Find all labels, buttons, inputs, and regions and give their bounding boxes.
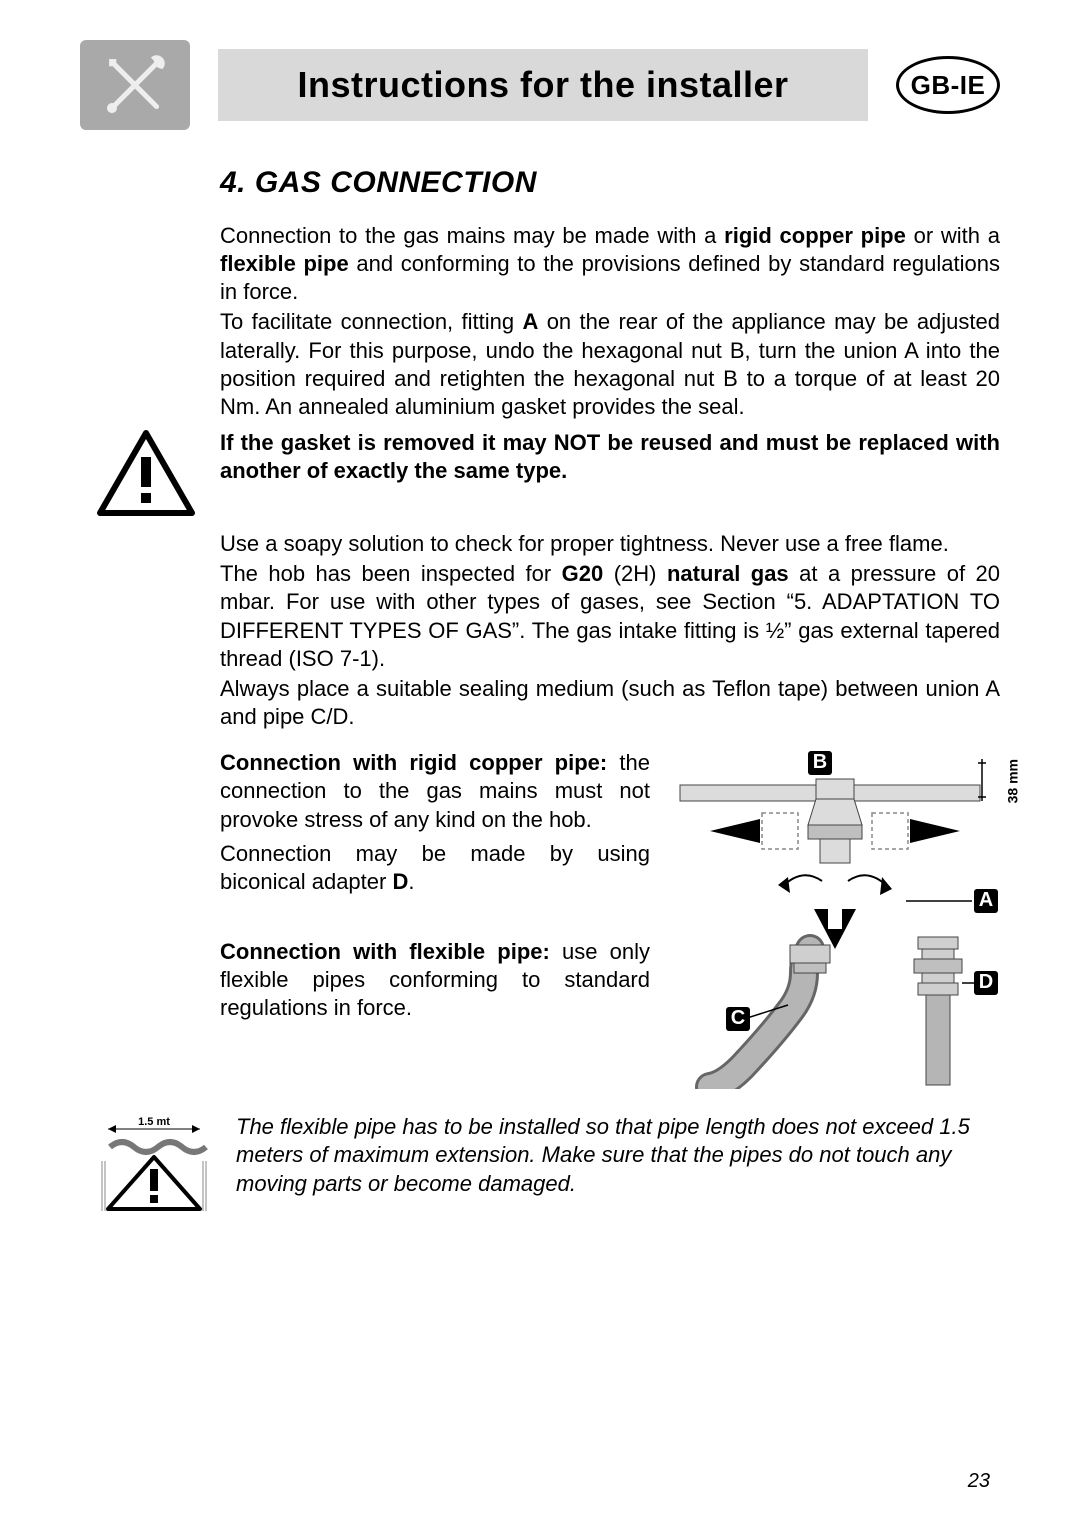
- diagram-label-b: B: [808, 751, 832, 775]
- region-badge-text: GB-IE: [911, 70, 986, 101]
- diagram-dimension: 38 mm: [1004, 759, 1022, 803]
- flexible-connection-para: Connection with flexible pipe: use only …: [220, 938, 650, 1022]
- paragraph-1: Connection to the gas mains may be made …: [220, 222, 1000, 306]
- diagram-footer-label: 1.5 mt: [138, 1116, 170, 1128]
- footer-warning-text: The flexible pipe has to be installed so…: [236, 1113, 1000, 1197]
- paragraph-5: Always place a suitable sealing medium (…: [220, 675, 1000, 731]
- page-number: 23: [968, 1470, 990, 1493]
- warning-icon: [96, 429, 196, 524]
- paragraph-3: Use a soapy solution to check for proper…: [220, 530, 1000, 558]
- paragraph-4: The hob has been inspected for G20 (2H) …: [220, 560, 1000, 673]
- rigid-connection-para: Connection with rigid copper pipe: the c…: [220, 749, 650, 833]
- header-title-bar: Instructions for the installer: [218, 49, 868, 121]
- header-title: Instructions for the installer: [297, 64, 788, 106]
- pipe-length-warning-icon: 1.5 mt: [96, 1113, 212, 1222]
- paragraph-2: To facilitate connection, fitting A on t…: [220, 308, 1000, 421]
- rigid-connection-para-2: Connection may be made by using biconica…: [220, 840, 650, 896]
- diagram-label-a: A: [974, 889, 998, 913]
- tools-icon: [80, 40, 190, 130]
- diagram-label-d: D: [974, 971, 998, 995]
- gas-connection-diagram: 38 mm B A D C: [670, 749, 1000, 1089]
- warning-text-1: If the gasket is removed it may NOT be r…: [220, 429, 1000, 485]
- region-badge: GB-IE: [896, 56, 1000, 114]
- diagram-label-c: C: [726, 1007, 750, 1031]
- section-heading: 4. GAS CONNECTION: [220, 166, 1000, 200]
